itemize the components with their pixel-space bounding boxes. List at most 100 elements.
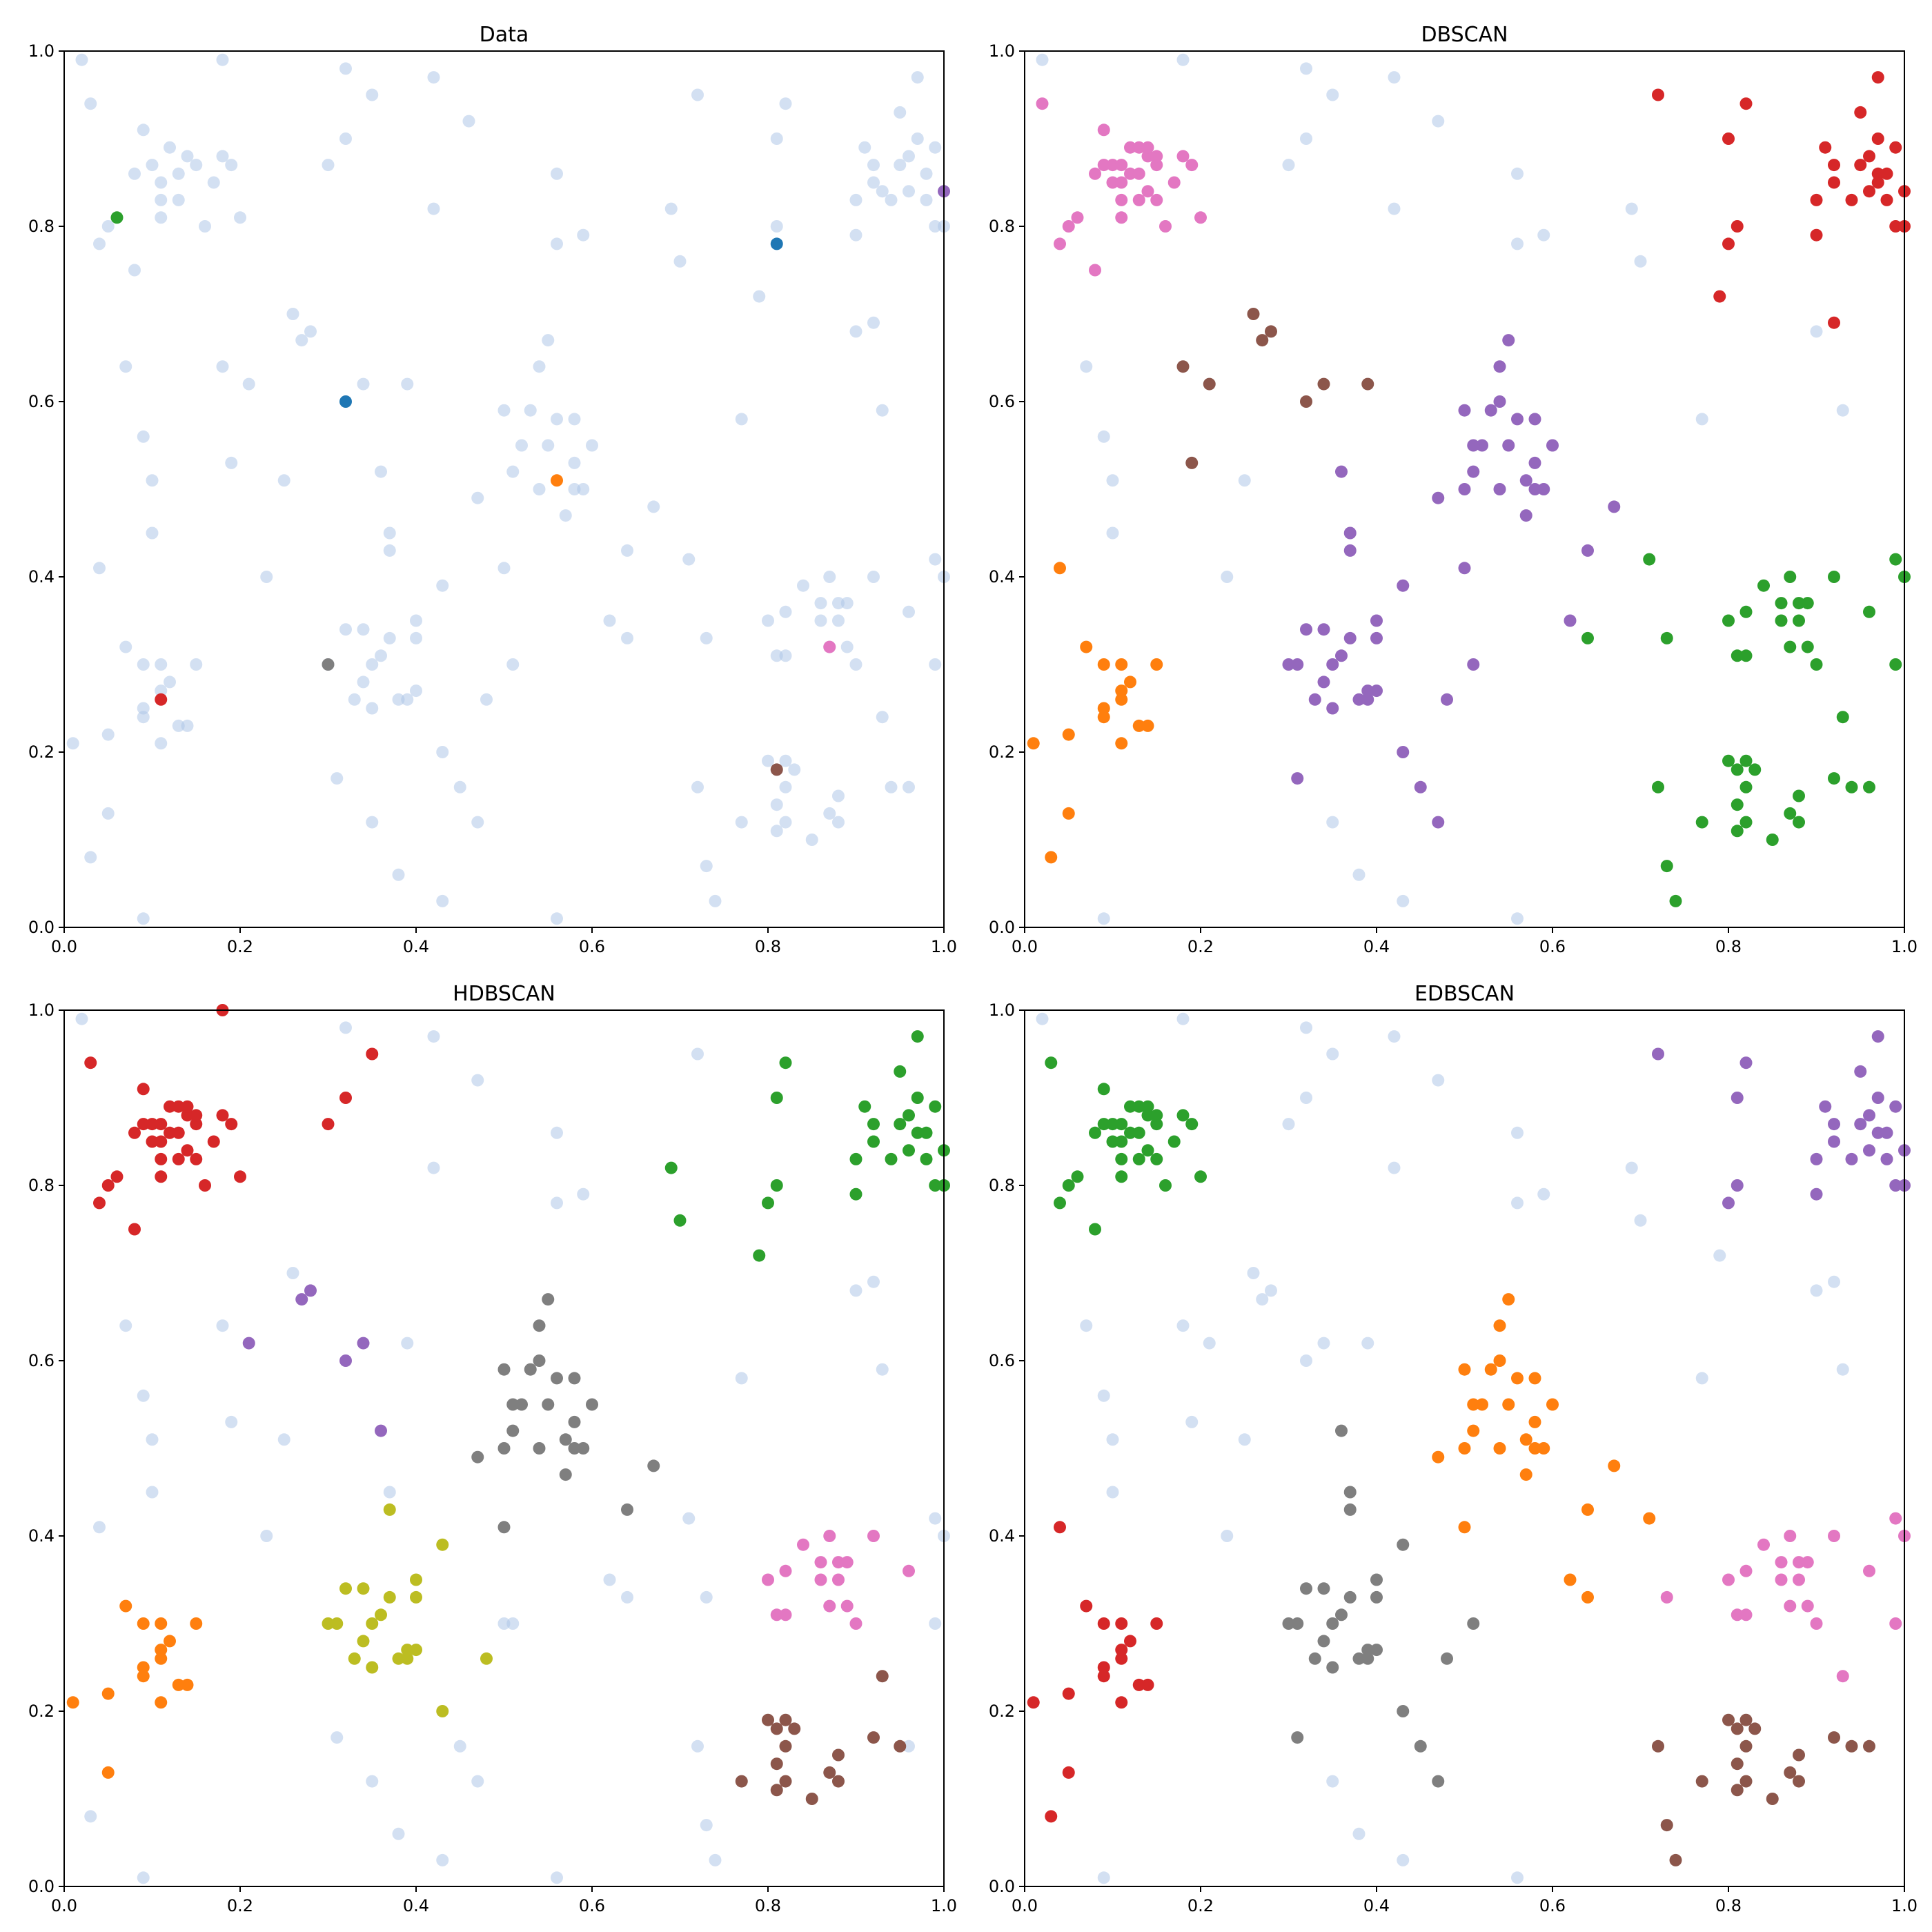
- scatter-point: [762, 614, 774, 627]
- scatter-point: [1106, 1118, 1119, 1131]
- scatter-point: [814, 597, 827, 610]
- panel-dbscan: DBSCAN 0.0 0.2 0.4 0.6 0.8 1.0 0.0 0.2 0.4 0.6 0.8…: [989, 23, 1918, 956]
- scatter-point: [885, 193, 898, 206]
- scatter-point: [1097, 711, 1110, 724]
- scatter-point: [603, 1573, 616, 1586]
- scatter-point: [146, 1118, 159, 1131]
- scatter-point: [1036, 97, 1049, 110]
- scatter-point: [1810, 193, 1823, 206]
- scatter-point: [903, 1109, 915, 1122]
- scatter-point: [779, 1739, 792, 1753]
- scatter-point: [146, 1433, 159, 1446]
- scatter-point: [366, 1661, 379, 1674]
- scatter-point: [1238, 474, 1251, 487]
- scatter-point: [1300, 623, 1312, 636]
- scatter-point: [1889, 220, 1902, 233]
- scatter-point: [1282, 1118, 1295, 1131]
- scatter-point: [1739, 1608, 1753, 1621]
- scatter-point: [1722, 1713, 1735, 1726]
- scatter-point: [506, 1424, 520, 1437]
- scatter-point: [155, 693, 168, 706]
- scatter-point: [1564, 1573, 1577, 1586]
- scatter-point: [1106, 526, 1119, 540]
- scatter-point: [207, 176, 220, 189]
- scatter-point: [1863, 605, 1875, 618]
- scatter-point: [1845, 193, 1858, 206]
- scatter-point: [1695, 816, 1708, 829]
- scatter-point: [427, 1161, 440, 1174]
- scatter-point: [1150, 658, 1163, 671]
- scatter-point: [1300, 395, 1312, 408]
- scatter-point: [1511, 237, 1524, 250]
- scatter-point: [322, 1617, 335, 1630]
- scatter-point: [392, 868, 405, 881]
- scatter-point: [1352, 1652, 1366, 1665]
- scatter-point: [1106, 176, 1119, 189]
- y-tick-label: 0.6: [989, 1351, 1015, 1370]
- scatter-point: [551, 1126, 563, 1139]
- y-tick-label: 0.2: [28, 742, 55, 762]
- scatter-point: [366, 702, 379, 715]
- x-tick-label: 0.4: [403, 1896, 429, 1915]
- x-tick-label: 0.0: [51, 937, 77, 956]
- scatter-point: [436, 1853, 449, 1866]
- scatter-point: [1124, 676, 1136, 689]
- scatter-point: [1097, 1617, 1110, 1630]
- scatter-point: [823, 1766, 836, 1779]
- scatter-point: [1317, 1337, 1330, 1350]
- scatter-point: [814, 1573, 827, 1586]
- scatter-point: [1317, 1582, 1330, 1595]
- scatter-point: [1132, 141, 1145, 154]
- scatter-point: [779, 649, 792, 662]
- scatter-point: [1343, 1503, 1357, 1516]
- scatter-point: [366, 1047, 379, 1061]
- scatter-point: [559, 509, 572, 522]
- scatter-point: [1581, 631, 1594, 644]
- scatter-point: [1132, 167, 1145, 180]
- scatter-point: [1326, 1661, 1339, 1674]
- ticks-layer: 0.0 0.2 0.4 0.6 0.8 1.0 0.0 0.2 0.4 0.6 0.8 1.0: [28, 41, 957, 956]
- scatter-point: [1054, 562, 1066, 575]
- scatter-point: [1528, 413, 1541, 426]
- scatter-point: [137, 430, 150, 443]
- scatter-point: [1317, 676, 1330, 689]
- scatter-point: [1493, 1354, 1506, 1367]
- scatter-point: [1159, 1179, 1172, 1192]
- scatter-point: [832, 1775, 845, 1788]
- scatter-point: [1793, 816, 1805, 829]
- scatter-point: [1089, 1126, 1101, 1139]
- scatter-point: [137, 658, 150, 671]
- scatter-point: [155, 211, 168, 224]
- scatter-point: [1036, 53, 1049, 66]
- scatter-point: [1739, 1713, 1753, 1726]
- scatter-point: [849, 193, 862, 206]
- scatter-point: [1660, 1590, 1673, 1604]
- scatter-point: [1467, 439, 1480, 452]
- scatter-point: [216, 1109, 229, 1122]
- scatter-point: [858, 1100, 871, 1113]
- scatter-point: [357, 377, 370, 391]
- scatter-point: [1713, 290, 1726, 303]
- scatter-point: [436, 1538, 449, 1551]
- scatter-point: [691, 1047, 704, 1061]
- scatter-point: [110, 211, 124, 224]
- scatter-point: [762, 1573, 774, 1586]
- scatter-point: [1115, 1644, 1128, 1657]
- scatter-point: [1150, 159, 1163, 172]
- scatter-point: [260, 571, 273, 583]
- scatter-point: [1871, 1126, 1884, 1139]
- scatter-point: [1511, 413, 1524, 426]
- scatter-point: [911, 1030, 924, 1043]
- scatter-point: [1748, 763, 1762, 776]
- x-tick-label: 0.4: [1363, 937, 1390, 956]
- scatter-point: [770, 649, 783, 662]
- scatter-point: [101, 728, 115, 741]
- scatter-point: [551, 413, 563, 426]
- scatter-point: [1581, 1503, 1594, 1516]
- scatter-point: [1739, 97, 1753, 110]
- scatter-point: [867, 176, 880, 189]
- scatter-point: [1115, 1617, 1128, 1630]
- scatter-point: [1511, 1196, 1524, 1210]
- scatter-point: [1054, 237, 1066, 250]
- scatter-point: [1097, 912, 1110, 925]
